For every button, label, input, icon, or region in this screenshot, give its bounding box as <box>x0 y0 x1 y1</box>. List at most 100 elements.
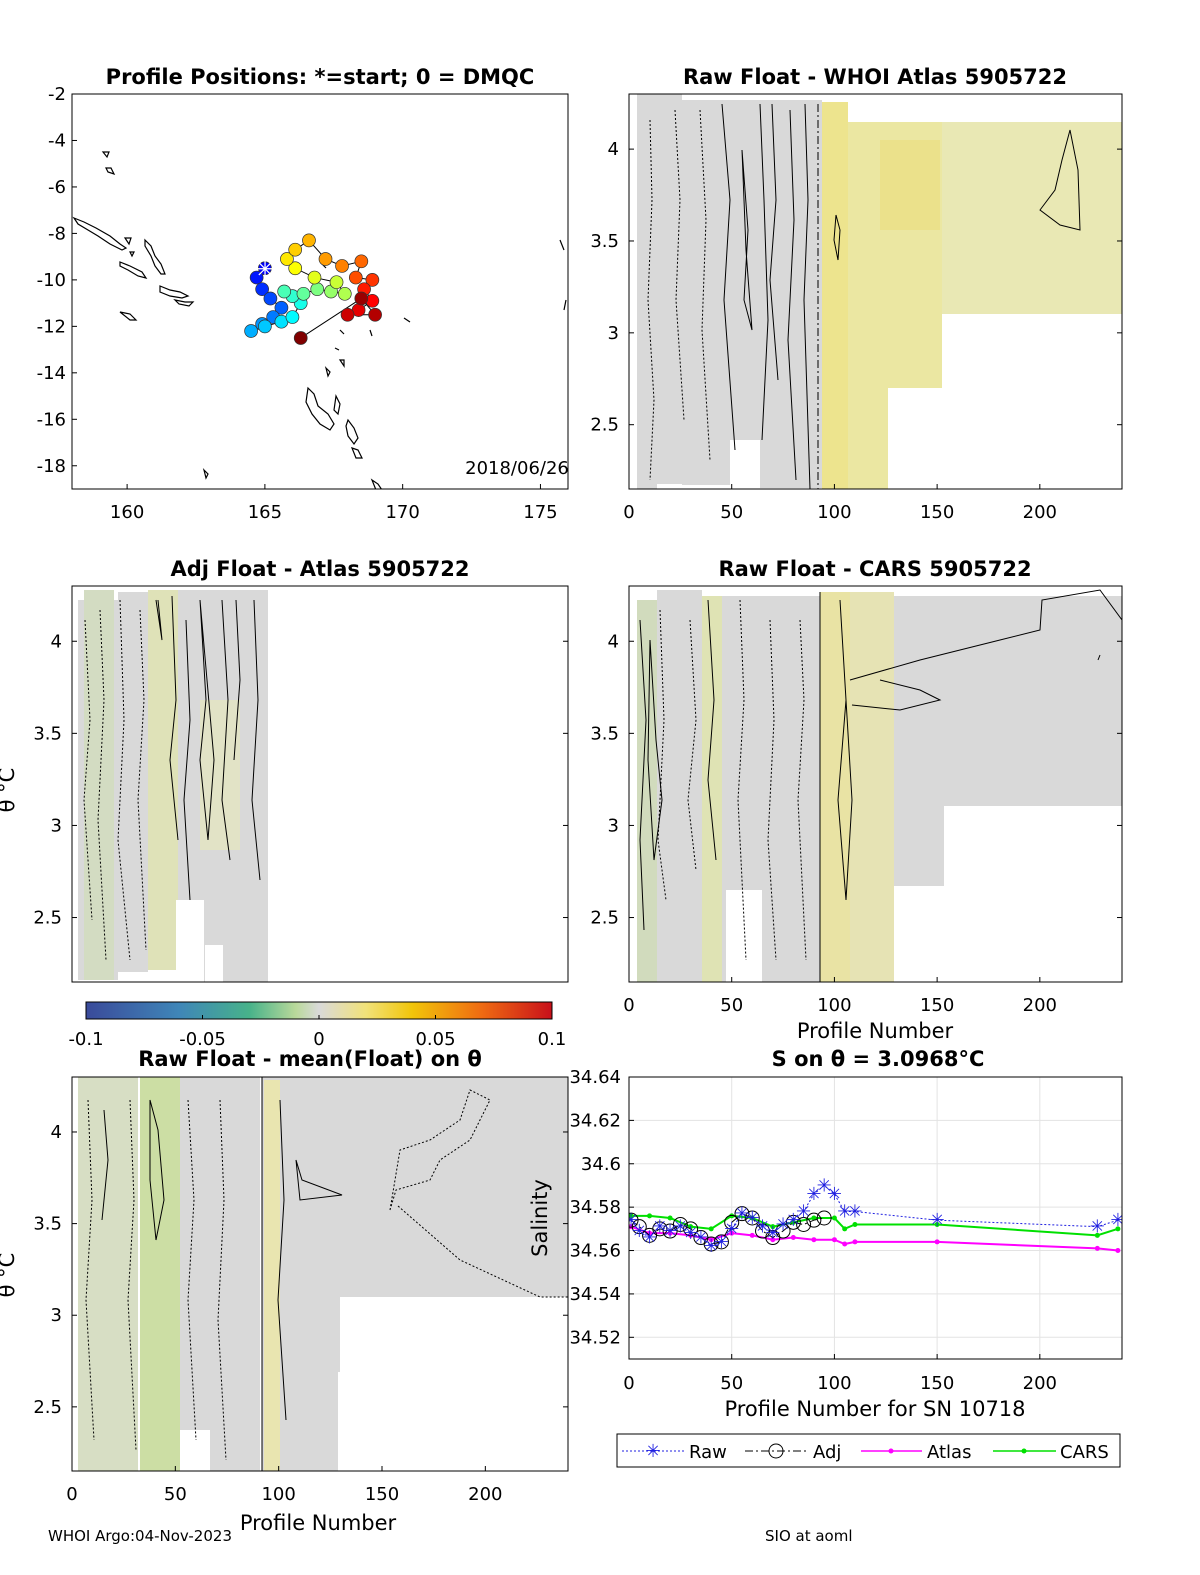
sal-title: S on θ = 3.0968°C <box>772 1047 985 1071</box>
series-point-adj <box>734 1206 750 1222</box>
mean-y-ticks: 4 3.5 3 2.5 <box>33 1122 568 1418</box>
map-x-tick: 165 <box>248 502 282 523</box>
cars-y-tick: 2.5 <box>590 908 619 929</box>
profile-point <box>348 270 363 285</box>
series-point-adj <box>631 1219 647 1235</box>
profile-point <box>255 282 269 297</box>
map-y-tick: -10 <box>37 270 66 291</box>
series-point-raw: ✳ <box>745 1208 760 1229</box>
mean-axes-box <box>71 1076 569 1472</box>
map-x-ticks: 160 165 170 175 <box>110 484 558 523</box>
cars-x-tick: 0 <box>623 995 634 1016</box>
profile-point <box>249 270 264 285</box>
series-point-raw: ✳ <box>624 1210 639 1231</box>
series-point-cars <box>934 1222 940 1228</box>
map-x-tick: 175 <box>523 502 557 523</box>
legend-cars-label: CARS <box>1060 1442 1109 1463</box>
series-point-adj <box>713 1234 729 1250</box>
series-point-raw: ✳ <box>755 1217 770 1238</box>
legend-raw: ✳ Raw <box>622 1441 727 1463</box>
cars-x-tick: 200 <box>1023 995 1057 1016</box>
series-point-adj <box>744 1210 760 1226</box>
series-point-adj <box>703 1236 719 1252</box>
series-point-raw: ✳ <box>806 1184 821 1205</box>
sal-x-tick: 100 <box>817 1373 851 1394</box>
series-point-atlas <box>1094 1245 1100 1251</box>
colorbar-tick: 0.05 <box>415 1029 455 1050</box>
cars-x-ticks: 0 50 100 150 200 <box>623 977 1057 1016</box>
profile-point <box>354 291 369 306</box>
adj-y-tick: 4 <box>51 631 62 652</box>
adj-y-tick: 2.5 <box>33 908 62 929</box>
legend-adj-marker <box>768 1443 784 1459</box>
sal-y-tick: 34.54 <box>569 1284 621 1305</box>
series-point-raw: ✳ <box>693 1228 708 1249</box>
sal-y-tick: 34.56 <box>569 1241 621 1262</box>
map-y-tick: -6 <box>48 177 66 198</box>
profile-point <box>329 275 344 290</box>
map-panel: Profile Positions: *=start; 0 = DMQC ✳ 2… <box>37 65 569 523</box>
whoi-panel: Raw Float - WHOI Atlas 5905722 <box>590 65 1123 523</box>
mean-y-tick: 3 <box>51 1305 62 1326</box>
colorbar-ticks: -0.1 -0.05 0 0.05 0.1 <box>68 1015 566 1050</box>
profile-point <box>280 252 294 266</box>
series-point-raw: ✳ <box>786 1210 801 1231</box>
whoi-y-ticks: 4 3.5 3 2.5 <box>590 139 1122 436</box>
map-title: Profile Positions: *=start; 0 = DMQC <box>106 65 535 89</box>
series-point-cars <box>647 1213 653 1219</box>
profile-point <box>263 291 278 306</box>
whoi-y-tick: 3.5 <box>590 231 619 252</box>
mean-y-tick: 4 <box>51 1122 62 1143</box>
series-atlas <box>629 1224 1121 1254</box>
cars-y-tick: 3 <box>608 815 619 836</box>
series-point-atlas <box>852 1239 858 1245</box>
cars-y-tick: 4 <box>608 631 619 652</box>
mean-x-tick: 150 <box>365 1484 399 1505</box>
series-point-atlas <box>729 1230 735 1236</box>
mean-y-tick: 3.5 <box>33 1214 62 1235</box>
series-point-raw: ✳ <box>734 1204 749 1225</box>
adj-y-tick: 3 <box>51 815 62 836</box>
series-point-atlas <box>667 1230 673 1236</box>
profile-point <box>293 331 308 345</box>
adj-heatmap <box>72 586 568 982</box>
profile-point <box>258 319 272 334</box>
profile-point <box>277 284 292 299</box>
series-point-raw: ✳ <box>724 1219 739 1240</box>
sal-x-tick: 150 <box>920 1373 954 1394</box>
series-point-raw: ✳ <box>652 1217 667 1238</box>
mean-x-label: Profile Number <box>240 1511 397 1535</box>
mean-x-tick: 50 <box>164 1484 187 1505</box>
mean-x-tick: 200 <box>468 1484 502 1505</box>
series-point-atlas <box>770 1237 776 1243</box>
adj-panel: Adj Float - Atlas 5905722 <box>0 557 569 983</box>
profile-point <box>302 233 316 248</box>
legend-atlas-marker <box>888 1448 894 1454</box>
mean-panel: Raw Float - mean(Float) on θ <box>0 1047 569 1535</box>
series-point-atlas <box>831 1237 837 1243</box>
cars-x-tick: 50 <box>720 995 743 1016</box>
sal-y-tick: 34.52 <box>569 1327 621 1348</box>
map-y-tick: -18 <box>37 456 66 477</box>
profile-point <box>288 242 303 257</box>
adj-y-label: θ °C <box>0 768 19 813</box>
series-point-adj <box>796 1217 812 1233</box>
profile-point <box>258 261 272 276</box>
profile-point <box>274 300 289 315</box>
legend-raw-marker: ✳ <box>645 1441 660 1462</box>
series-point-raw: ✳ <box>683 1223 698 1244</box>
whoi-x-tick: 50 <box>720 502 743 523</box>
whoi-y-tick: 4 <box>608 139 619 160</box>
series-point-raw: ✳ <box>1110 1210 1125 1231</box>
map-y-tick: -16 <box>37 409 66 430</box>
whoi-heatmap <box>629 94 1122 489</box>
series-point-cars <box>708 1226 714 1232</box>
series-point-adj <box>816 1210 832 1226</box>
sal-y-tick: 34.64 <box>569 1067 621 1088</box>
sal-plot-bg <box>629 1077 1122 1359</box>
whoi-y-tick: 3 <box>608 323 619 344</box>
cars-x-tick: 150 <box>920 995 954 1016</box>
series-point-adj <box>724 1214 740 1230</box>
adj-y-ticks: 4 3.5 3 2.5 <box>33 631 568 929</box>
